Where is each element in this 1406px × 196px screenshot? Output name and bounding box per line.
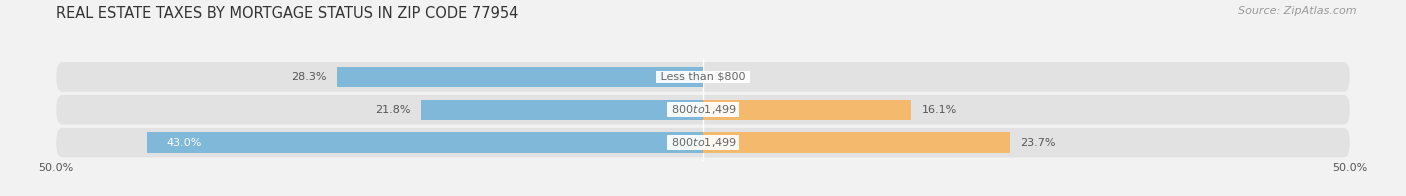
Text: $800 to $1,499: $800 to $1,499 <box>668 136 738 149</box>
Bar <box>337 67 703 87</box>
Text: $800 to $1,499: $800 to $1,499 <box>668 103 738 116</box>
Text: 16.1%: 16.1% <box>921 105 957 115</box>
Text: 0.0%: 0.0% <box>713 72 741 82</box>
Bar <box>146 132 703 153</box>
Bar <box>703 100 911 120</box>
FancyBboxPatch shape <box>56 62 1350 92</box>
Text: 28.3%: 28.3% <box>291 72 326 82</box>
Bar <box>420 100 703 120</box>
Text: REAL ESTATE TAXES BY MORTGAGE STATUS IN ZIP CODE 77954: REAL ESTATE TAXES BY MORTGAGE STATUS IN … <box>56 6 519 21</box>
Text: 23.7%: 23.7% <box>1019 138 1056 148</box>
Bar <box>703 132 1010 153</box>
FancyBboxPatch shape <box>56 128 1350 157</box>
Text: 43.0%: 43.0% <box>166 138 201 148</box>
Text: Source: ZipAtlas.com: Source: ZipAtlas.com <box>1239 6 1357 16</box>
FancyBboxPatch shape <box>56 95 1350 124</box>
Text: Less than $800: Less than $800 <box>657 72 749 82</box>
Text: 21.8%: 21.8% <box>375 105 411 115</box>
